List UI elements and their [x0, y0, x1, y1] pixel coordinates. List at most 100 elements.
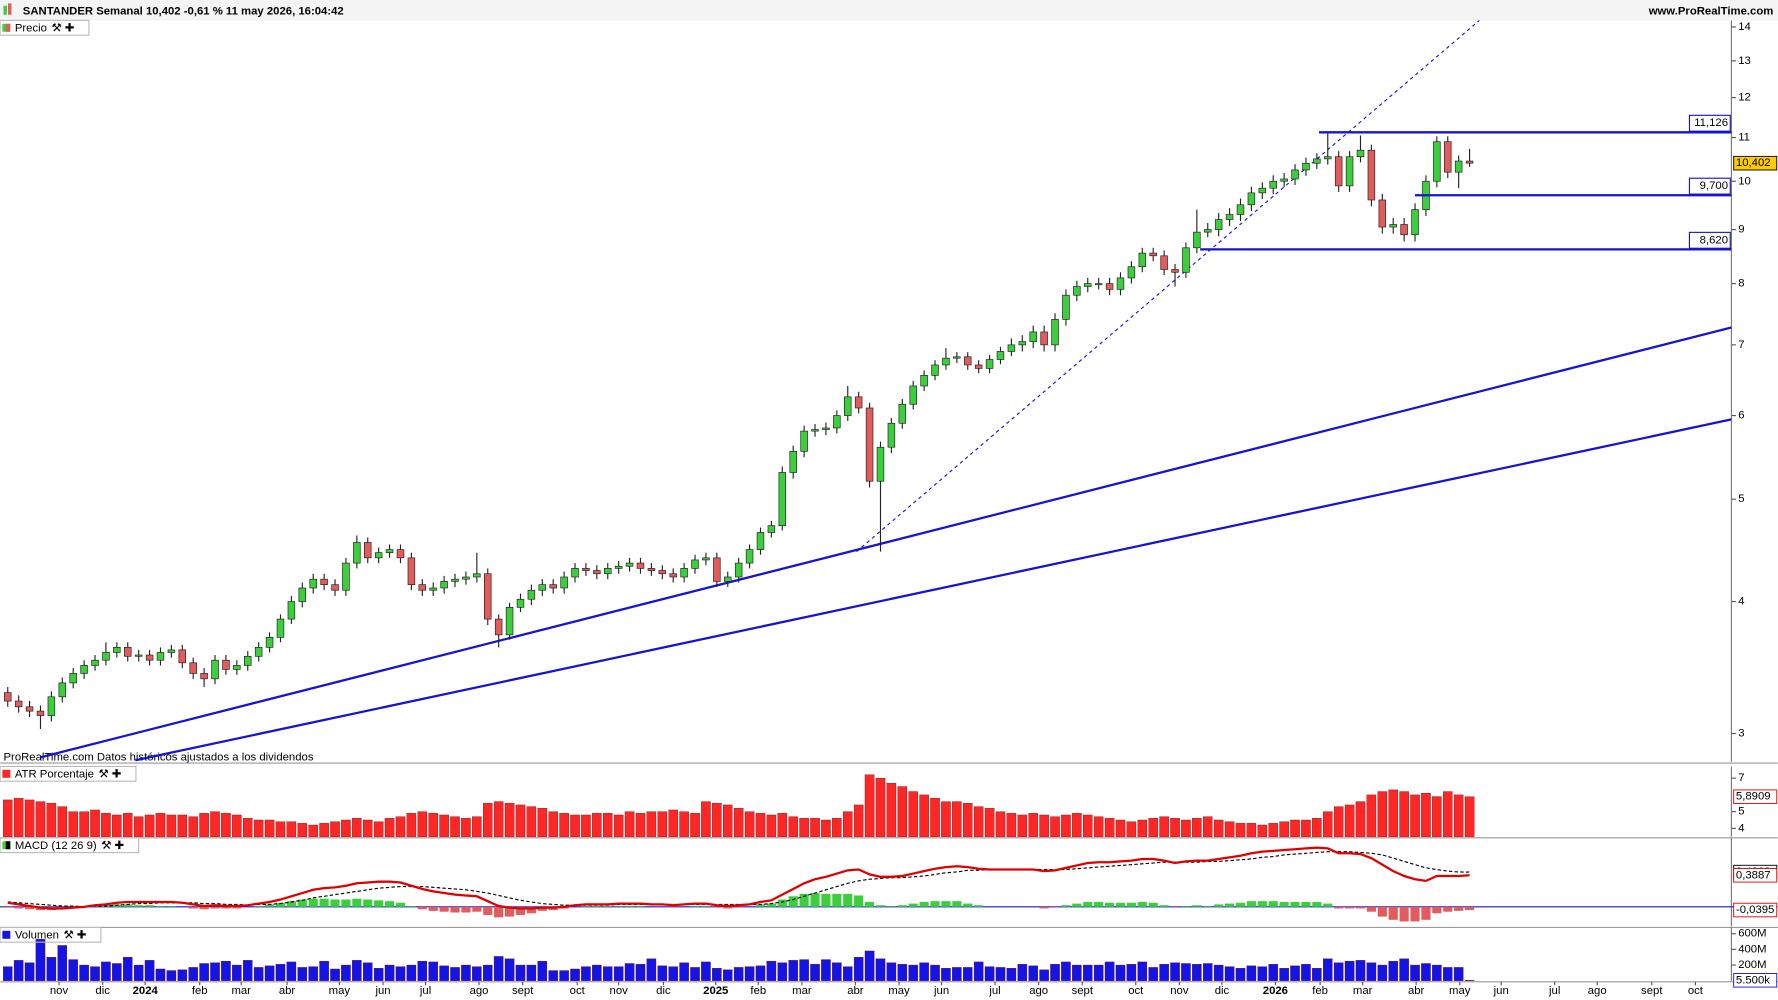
y-tick-label: 5	[1738, 806, 1744, 818]
bar	[112, 963, 122, 981]
bar	[68, 959, 78, 981]
histogram-bar	[417, 906, 427, 910]
candle-body	[244, 655, 252, 666]
histogram-bar	[461, 906, 471, 913]
bar	[308, 824, 318, 837]
candle-body	[1160, 255, 1168, 270]
bar	[1039, 969, 1049, 981]
histogram-bar	[199, 906, 209, 910]
histogram-bar	[144, 905, 155, 907]
bar	[799, 959, 809, 981]
bar	[515, 964, 526, 981]
candle-body	[1007, 344, 1016, 352]
bar	[483, 803, 493, 837]
bar	[101, 961, 111, 981]
histogram-bar	[297, 899, 307, 907]
candle-body	[931, 364, 939, 376]
bar	[712, 968, 722, 981]
site[interactable]: www.ProRealTime.com	[1648, 5, 1774, 17]
bar	[613, 966, 624, 981]
bar	[1181, 819, 1191, 837]
histogram-bar	[1061, 905, 1071, 907]
bar	[984, 808, 995, 837]
candle-body	[538, 584, 547, 591]
histogram-bar	[123, 904, 133, 907]
histogram-bar	[155, 906, 166, 907]
bar	[242, 960, 253, 981]
candle-body	[4, 692, 12, 702]
candle-body	[505, 606, 514, 636]
candle-body	[396, 549, 405, 559]
bar	[210, 811, 220, 837]
candle-body	[680, 568, 688, 578]
bar	[1006, 968, 1017, 981]
panel-tools: ⚒ ✚	[99, 768, 122, 780]
bar	[1246, 823, 1257, 837]
panel-icon	[5, 841, 11, 850]
bar	[723, 969, 733, 981]
candle-body	[1258, 187, 1267, 194]
bar	[242, 818, 253, 837]
bar	[984, 966, 995, 981]
candle-body	[669, 573, 677, 578]
x-tick-label: ago	[1029, 985, 1048, 997]
x-tick-label: oct	[1688, 985, 1704, 997]
histogram-bar	[526, 906, 536, 914]
candle-body	[331, 584, 339, 591]
candles	[4, 20, 1732, 762]
value-box	[1733, 868, 1778, 883]
candle-body	[778, 472, 787, 526]
panel-label[interactable]: MACD (12 26 9) ⚒ ✚	[0, 837, 140, 854]
bar	[188, 967, 198, 981]
bar	[439, 965, 449, 981]
bar	[461, 818, 471, 837]
bar	[570, 968, 580, 981]
bar	[1006, 813, 1017, 837]
candle-body	[789, 450, 797, 473]
panel-label[interactable]: ATR Porcentaje ⚒ ✚	[0, 765, 137, 782]
candle-body	[407, 557, 416, 586]
histogram-bar	[1083, 901, 1093, 907]
candle-body	[58, 682, 67, 698]
bar	[995, 967, 1006, 981]
bar	[1443, 967, 1453, 981]
histogram-bar	[974, 905, 984, 907]
candle-body	[200, 673, 208, 680]
candle-body	[385, 549, 394, 553]
candle-body	[494, 618, 503, 636]
bar	[472, 966, 482, 981]
y-tick-label: 4	[1738, 822, 1744, 834]
bar	[1170, 962, 1180, 981]
candle-body	[1182, 247, 1190, 273]
bar	[395, 966, 406, 981]
bar	[417, 960, 428, 981]
bar	[373, 968, 384, 981]
candle-body	[364, 542, 372, 559]
bar	[559, 813, 569, 837]
histogram-bar	[930, 901, 940, 907]
panel-label[interactable]: Precio ⚒ ✚	[0, 19, 90, 36]
bar	[646, 811, 657, 837]
bar	[472, 816, 482, 837]
x-tick-label: oct	[1128, 985, 1144, 997]
histogram-bar	[1268, 901, 1278, 907]
x-tick-label: may	[888, 985, 910, 997]
bar	[417, 811, 428, 837]
bar	[657, 811, 668, 837]
bar	[286, 961, 297, 981]
histogram-bar	[450, 906, 460, 913]
bar	[362, 962, 373, 981]
panel-tools: ⚒ ✚	[101, 840, 124, 852]
bar	[1323, 811, 1333, 837]
bar	[1333, 806, 1344, 837]
level-box	[1688, 177, 1731, 195]
candle-body	[462, 576, 470, 580]
histogram-bar	[690, 906, 700, 907]
bar	[603, 813, 613, 837]
panel-label[interactable]: Volumen ⚒ ✚	[0, 926, 102, 943]
bar	[919, 794, 929, 837]
histogram-bar	[428, 906, 438, 911]
candle-body	[811, 429, 819, 432]
